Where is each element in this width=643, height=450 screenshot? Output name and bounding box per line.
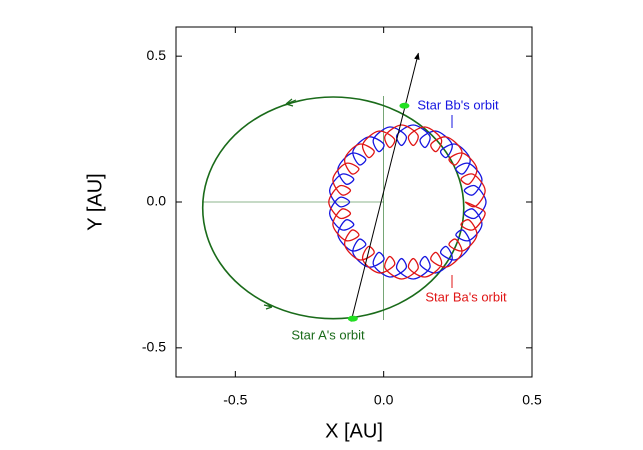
series-label: Star A's orbit (291, 327, 365, 342)
orbit-line (328, 124, 486, 280)
axis-arrow-line (350, 52, 420, 322)
position-marker (347, 315, 358, 322)
orbit-line (201, 96, 465, 320)
position-marker (399, 102, 410, 109)
y-tick-label: 0.5 (147, 47, 167, 63)
x-axis-title: X [AU] (325, 420, 383, 442)
x-tick-label: -0.5 (223, 392, 247, 408)
x-tick-label: 0.0 (374, 392, 394, 408)
series-label: Star Bb's orbit (417, 97, 499, 112)
y-tick-label: -0.5 (142, 339, 166, 355)
y-axis-title: Y [AU] (84, 173, 106, 230)
series-label: Star Ba's orbit (425, 289, 507, 304)
y-tick-label: 0.0 (147, 193, 167, 209)
orbit-line (329, 124, 487, 280)
x-tick-label: 0.5 (522, 392, 542, 408)
